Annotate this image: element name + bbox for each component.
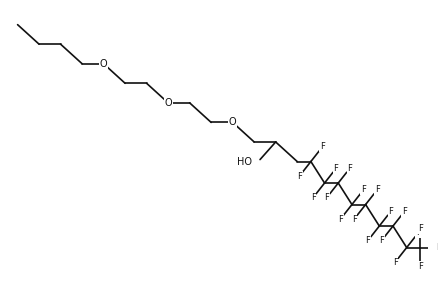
Text: F: F	[352, 215, 357, 224]
Text: F: F	[334, 164, 339, 173]
Text: F: F	[297, 172, 302, 181]
Text: F: F	[324, 193, 329, 202]
Text: F: F	[418, 225, 423, 234]
Text: F: F	[416, 228, 420, 237]
Text: F: F	[365, 236, 370, 245]
Text: F: F	[347, 164, 352, 173]
Text: F: F	[361, 185, 366, 194]
Text: O: O	[164, 98, 172, 108]
Text: F: F	[437, 243, 438, 252]
Text: F: F	[393, 258, 398, 267]
Text: HO: HO	[237, 157, 252, 167]
Text: O: O	[229, 117, 237, 127]
Text: F: F	[311, 193, 315, 202]
Text: F: F	[374, 185, 380, 194]
Text: F: F	[402, 207, 407, 216]
Text: O: O	[100, 59, 107, 69]
Text: F: F	[379, 236, 384, 245]
Text: F: F	[389, 207, 393, 216]
Text: F: F	[338, 215, 343, 224]
Text: F: F	[320, 142, 325, 151]
Text: F: F	[418, 262, 423, 271]
